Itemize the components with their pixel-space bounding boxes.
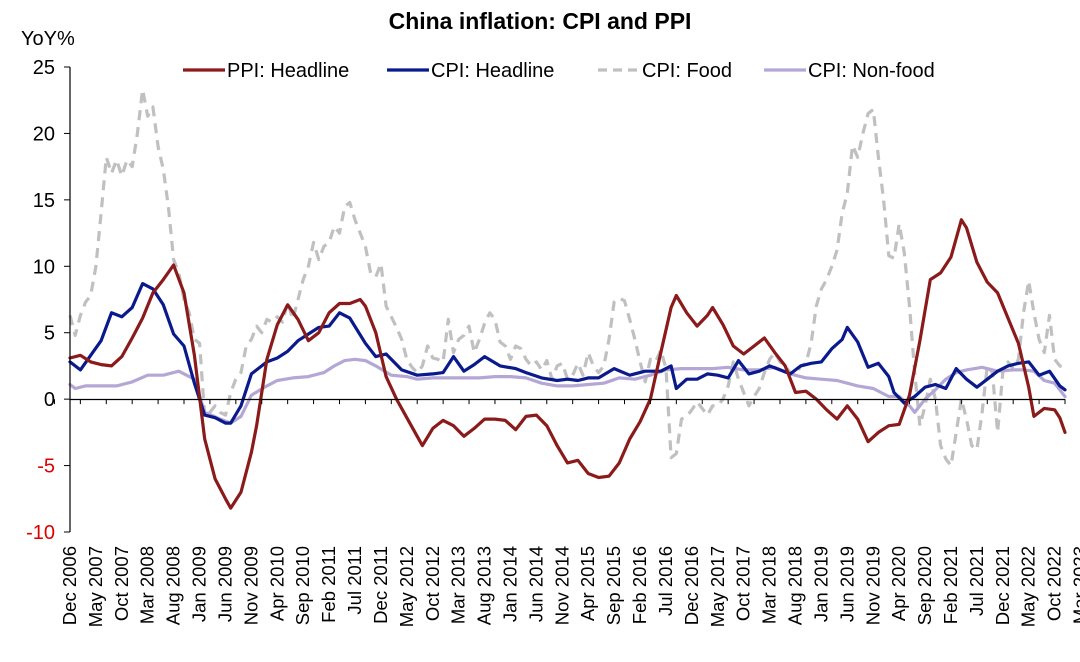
series-line-cpi-food bbox=[68, 88, 1066, 468]
x-tick-label: Jun 2019 bbox=[836, 546, 857, 622]
x-tick-label: Feb 2021 bbox=[940, 546, 961, 624]
x-tick-label: Jan 2014 bbox=[499, 546, 520, 622]
x-tick-label: Dec 2006 bbox=[59, 546, 80, 625]
x-tick-label: May 2022 bbox=[1018, 546, 1039, 627]
x-tick-label: Mar 2023 bbox=[1070, 546, 1080, 624]
y-tick-label: -10 bbox=[26, 522, 55, 544]
x-tick-label: Oct 2022 bbox=[1044, 546, 1065, 621]
x-tick-label: Mar 2013 bbox=[448, 546, 469, 624]
chart-title: China inflation: CPI and PPI bbox=[389, 8, 692, 34]
x-axis-ticks: Dec 2006 May 2007 Oct 2007 Mar 2008 Aug 2008… bbox=[53, 399, 1080, 627]
legend-label: CPI: Non-food bbox=[808, 60, 935, 82]
x-tick-label: Aug 2008 bbox=[163, 546, 184, 625]
y-tick-label: 5 bbox=[44, 323, 55, 345]
x-tick-label: Oct 2007 bbox=[111, 546, 132, 621]
x-tick-label: Feb 2011 bbox=[318, 546, 339, 623]
x-tick-label: Nov 2019 bbox=[862, 546, 883, 625]
series-line-cpi-headline bbox=[68, 282, 1067, 425]
legend: PPI: Headline CPI: Headline CPI: Food CPI: … bbox=[183, 60, 935, 82]
y-tick-label: 15 bbox=[33, 190, 55, 212]
y-axis-ticks: 25 20 15 10 5 0 -5 -10 bbox=[26, 57, 70, 544]
x-tick-label: Oct 2017 bbox=[733, 546, 754, 621]
x-tick-label: Apr 2020 bbox=[888, 546, 909, 621]
series-line-cpi-non-food bbox=[68, 357, 1067, 425]
x-tick-label: Dec 2011 bbox=[370, 546, 391, 624]
series-line-ppi-headline bbox=[68, 218, 1067, 510]
y-axis-unit-label: YoY% bbox=[21, 28, 75, 50]
x-tick-label: Jul 2021 bbox=[966, 546, 987, 616]
x-tick-label: Sep 2020 bbox=[914, 546, 935, 625]
x-tick-label: Sep 2015 bbox=[603, 546, 624, 625]
x-tick-label: Mar 2008 bbox=[137, 546, 158, 624]
x-tick-label: Nov 2014 bbox=[551, 546, 572, 625]
x-tick-label: Jul 2011 bbox=[344, 546, 365, 615]
y-tick-label: 20 bbox=[33, 123, 55, 145]
y-tick-label: 0 bbox=[44, 389, 55, 411]
x-tick-label: May 2012 bbox=[396, 546, 417, 627]
legend-label: CPI: Food bbox=[642, 60, 732, 82]
x-tick-label: Jun 2009 bbox=[214, 546, 235, 622]
y-tick-label: 10 bbox=[33, 256, 55, 278]
x-tick-label: May 2007 bbox=[85, 546, 106, 627]
x-tick-label: Dec 2021 bbox=[992, 546, 1013, 625]
series-layer bbox=[68, 88, 1067, 510]
x-tick-label: Jun 2014 bbox=[525, 546, 546, 622]
x-tick-label: Aug 2018 bbox=[785, 546, 806, 625]
x-tick-label: Aug 2013 bbox=[474, 546, 495, 625]
x-tick-label: Apr 2015 bbox=[577, 546, 598, 621]
y-tick-label: 25 bbox=[33, 57, 55, 79]
x-tick-label: May 2017 bbox=[707, 546, 728, 627]
y-tick-label: -5 bbox=[37, 456, 55, 478]
x-tick-label: Oct 2012 bbox=[422, 546, 443, 621]
legend-label: PPI: Headline bbox=[227, 60, 349, 82]
x-tick-label: Jan 2009 bbox=[189, 546, 210, 622]
x-tick-label: Sep 2010 bbox=[292, 546, 313, 625]
x-tick-label: Dec 2016 bbox=[681, 546, 702, 625]
x-tick-label: Nov 2009 bbox=[240, 546, 261, 625]
x-tick-label: Apr 2010 bbox=[266, 546, 287, 621]
x-tick-label: Mar 2018 bbox=[759, 546, 780, 624]
legend-label: CPI: Headline bbox=[431, 60, 554, 82]
x-tick-label: Jan 2019 bbox=[810, 546, 831, 622]
x-tick-label: Feb 2016 bbox=[629, 546, 650, 624]
x-tick-label: Jul 2016 bbox=[655, 546, 676, 616]
